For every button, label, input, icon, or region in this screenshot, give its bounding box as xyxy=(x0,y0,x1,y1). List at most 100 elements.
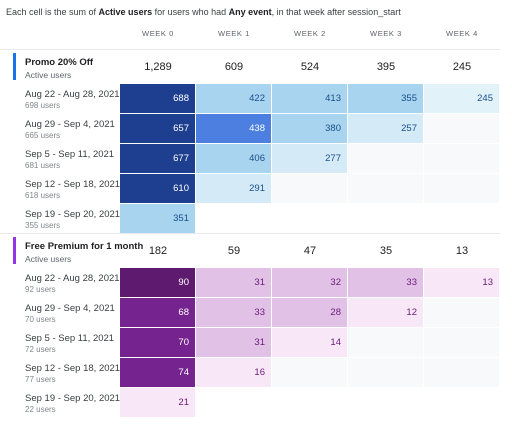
week-header-3: WEEK 3 xyxy=(370,29,402,38)
cohort-row-label: Sep 19 - Sep 20, 2021 xyxy=(25,393,121,404)
segment-total-week-1: 609 xyxy=(224,61,244,73)
cohort-row-users: 618 users xyxy=(25,191,61,200)
cohort-cell[interactable]: 422 xyxy=(196,84,271,113)
segment-subtitle: Active users xyxy=(25,70,72,80)
cohort-cell xyxy=(348,144,423,173)
segment-total-week-1: 59 xyxy=(227,245,241,257)
caption-text-1: Each cell is the sum of xyxy=(6,7,99,17)
cohort-cell[interactable]: 21 xyxy=(120,388,195,417)
segment-accent-bar xyxy=(13,53,16,80)
cohort-row-label: Aug 29 - Sep 4, 2021 xyxy=(25,119,115,130)
cohort-row-users: 665 users xyxy=(25,131,61,140)
cohort-cell xyxy=(196,388,271,417)
cohort-cell xyxy=(424,204,499,233)
cohort-cell[interactable]: 380 xyxy=(272,114,347,143)
cohort-cell[interactable]: 33 xyxy=(348,268,423,297)
cohort-cell xyxy=(424,388,499,417)
segment-total-week-4: 13 xyxy=(455,245,469,257)
cohort-cell xyxy=(272,388,347,417)
cohort-cell[interactable]: 32 xyxy=(272,268,347,297)
cohort-cell[interactable]: 33 xyxy=(196,298,271,327)
cohort-cell[interactable]: 16 xyxy=(196,358,271,387)
segment-total-week-3: 35 xyxy=(379,245,393,257)
cohort-row-users: 355 users xyxy=(25,221,61,230)
cohort-cell xyxy=(272,204,347,233)
cohort-cell xyxy=(424,144,499,173)
cohort-cell[interactable]: 12 xyxy=(348,298,423,327)
cohort-cell xyxy=(348,174,423,203)
week-header-4: WEEK 4 xyxy=(446,29,478,38)
cohort-row-label: Sep 5 - Sep 11, 2021 xyxy=(25,149,115,160)
cohort-cell[interactable]: 68 xyxy=(120,298,195,327)
cohort-row-users: 22 users xyxy=(25,405,56,414)
cohort-cell[interactable]: 351 xyxy=(120,204,195,233)
cohort-cell[interactable]: 413 xyxy=(272,84,347,113)
segment-title: Promo 20% Off xyxy=(25,57,94,68)
segment-total-week-2: 524 xyxy=(300,61,320,73)
cohort-cell xyxy=(272,174,347,203)
caption-text-3: , in that week after session_start xyxy=(271,7,401,17)
cohort-cell[interactable]: 438 xyxy=(196,114,271,143)
segment-accent-bar xyxy=(13,237,16,264)
cohort-cell xyxy=(424,114,499,143)
cohort-row-users: 72 users xyxy=(25,345,56,354)
cohort-cell[interactable]: 610 xyxy=(120,174,195,203)
cohort-row-label: Sep 12 - Sep 18, 2021 xyxy=(25,179,121,190)
segment-total-week-3: 395 xyxy=(376,61,396,73)
caption-event[interactable]: Any event xyxy=(228,7,272,17)
cohort-cell xyxy=(424,174,499,203)
cohort-cell xyxy=(348,388,423,417)
cohort-row-label: Aug 29 - Sep 4, 2021 xyxy=(25,303,115,314)
cohort-cell[interactable]: 291 xyxy=(196,174,271,203)
week-header-0: WEEK 0 xyxy=(142,29,174,38)
cohort-row-label: Aug 22 - Aug 28, 2021 xyxy=(25,89,120,100)
cohort-cell xyxy=(196,204,271,233)
table-caption: Each cell is the sum of Active users for… xyxy=(6,7,401,17)
cohort-cell[interactable]: 28 xyxy=(272,298,347,327)
cohort-cell[interactable]: 74 xyxy=(120,358,195,387)
cohort-cell[interactable]: 31 xyxy=(196,268,271,297)
cohort-cell[interactable]: 657 xyxy=(120,114,195,143)
cohort-cell xyxy=(348,358,423,387)
cohort-cell[interactable]: 677 xyxy=(120,144,195,173)
cohort-row-label: Sep 12 - Sep 18, 2021 xyxy=(25,363,121,374)
segment-total-week-2: 47 xyxy=(303,245,317,257)
segment-total-week-0: 182 xyxy=(148,245,168,257)
segment-title: Free Premium for 1 month xyxy=(25,241,144,252)
cohort-row-users: 70 users xyxy=(25,315,56,324)
cohort-row-users: 77 users xyxy=(25,375,56,384)
cohort-cell xyxy=(424,298,499,327)
cohort-cell[interactable]: 245 xyxy=(424,84,499,113)
cohort-row-label: Sep 5 - Sep 11, 2021 xyxy=(25,333,115,344)
week-header-1: WEEK 1 xyxy=(218,29,250,38)
cohort-row-users: 698 users xyxy=(25,101,61,110)
segment-divider xyxy=(0,233,500,234)
caption-text-2: for users who had xyxy=(152,7,229,17)
cohort-cell[interactable]: 13 xyxy=(424,268,499,297)
week-header-row: WEEK 0 WEEK 1 WEEK 2 WEEK 3 WEEK 4 xyxy=(0,29,512,43)
segment-divider xyxy=(0,49,500,50)
cohort-cell[interactable]: 70 xyxy=(120,328,195,357)
week-header-2: WEEK 2 xyxy=(294,29,326,38)
cohort-row-label: Sep 19 - Sep 20, 2021 xyxy=(25,209,121,220)
cohort-cell xyxy=(424,328,499,357)
cohort-cell[interactable]: 31 xyxy=(196,328,271,357)
caption-metric[interactable]: Active users xyxy=(98,7,153,17)
cohort-cell[interactable]: 90 xyxy=(120,268,195,297)
cohort-cell[interactable]: 355 xyxy=(348,84,423,113)
segment-subtitle: Active users xyxy=(25,254,72,264)
cohort-cell[interactable]: 257 xyxy=(348,114,423,143)
cohort-row-users: 681 users xyxy=(25,161,61,170)
cohort-cell xyxy=(348,204,423,233)
cohort-cell[interactable]: 406 xyxy=(196,144,271,173)
cohort-cell xyxy=(424,358,499,387)
cohort-cell[interactable]: 14 xyxy=(272,328,347,357)
cohort-cell xyxy=(348,328,423,357)
cohort-cell xyxy=(272,358,347,387)
cohort-cell[interactable]: 688 xyxy=(120,84,195,113)
cohort-row-label: Aug 22 - Aug 28, 2021 xyxy=(25,273,120,284)
segment-total-week-0: 1,289 xyxy=(144,61,172,73)
segment-total-week-4: 245 xyxy=(452,61,472,73)
cohort-cell[interactable]: 277 xyxy=(272,144,347,173)
cohort-row-users: 92 users xyxy=(25,285,56,294)
